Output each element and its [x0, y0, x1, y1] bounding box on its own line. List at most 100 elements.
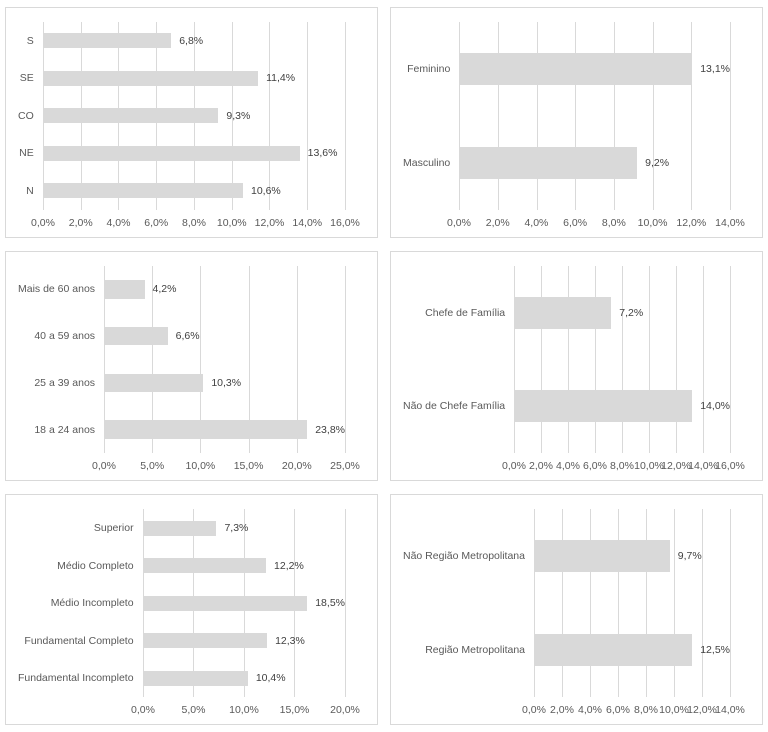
chart-area: S SE CO NE N 6,8% 11,4% 9,3% 13,6% 10,6%: [18, 22, 367, 210]
data-label: 13,1%: [700, 62, 730, 75]
category-label: Não Região Metropolitana: [403, 550, 525, 563]
gridline: [345, 22, 346, 210]
gridline: [730, 265, 731, 454]
gridline: [497, 22, 499, 210]
gridline: [613, 22, 615, 210]
tick-label: 15,0%: [233, 460, 264, 473]
data-label: 13,6%: [307, 147, 338, 160]
data-label: 9,3%: [226, 109, 251, 122]
category-label: Médio Incompleto: [50, 597, 134, 610]
chart-panel-household-head: Chefe de Família Não de Chefe Família 7,2…: [390, 250, 763, 482]
gridline: [649, 265, 651, 454]
gridline: [152, 265, 154, 454]
bar-row: 9,2%: [459, 116, 730, 210]
tick-label: 6,0%: [606, 704, 630, 716]
tick-label: 15,0%: [279, 704, 310, 716]
tick-label: 4,0%: [578, 704, 602, 716]
data-label: 6,8%: [179, 34, 204, 47]
bar-row: 7,2%: [514, 266, 730, 360]
data-label: 12,5%: [700, 644, 730, 657]
tick-label: 0,0%: [92, 460, 116, 473]
category-label: Chefe de Família: [425, 306, 506, 319]
category-label: Não de Chefe Família: [403, 400, 506, 413]
tick-label: 25,0%: [330, 460, 360, 473]
gridline: [296, 265, 298, 454]
category-label: N: [26, 184, 34, 197]
bar-row: 10,3%: [104, 360, 345, 407]
gridline: [345, 509, 346, 697]
bar-row: 23,8%: [104, 406, 345, 453]
category-label: 40 a 59 anos: [34, 330, 96, 343]
gridline: [345, 265, 346, 454]
tick-label: 6,0%: [583, 460, 607, 473]
bar-row: 9,7%: [534, 509, 730, 603]
gridline: [514, 265, 516, 454]
plot-area: 13,1% 9,2%: [459, 22, 731, 210]
gridline: [104, 265, 106, 454]
tick-label: 16,0%: [330, 216, 360, 229]
bar: [42, 108, 219, 124]
bar: [42, 33, 172, 49]
data-label: 9,7%: [677, 550, 702, 563]
tick-label: 20,0%: [281, 460, 312, 473]
tick-label: 5,0%: [181, 704, 206, 716]
gridline: [541, 265, 543, 454]
gridline: [618, 509, 619, 697]
chart-area: Chefe de Família Não de Chefe Família 7,2…: [403, 265, 752, 454]
tick-label: 2,0%: [550, 704, 574, 716]
chart-panel-education: Superior Médio Completo Médio Incompleto Fu…: [5, 494, 378, 725]
tick-label: 0,0%: [131, 704, 155, 716]
bar-row: 14,0%: [514, 360, 730, 454]
bar: [42, 70, 259, 86]
gridline: [269, 22, 271, 210]
tick-label: 10,0%: [216, 216, 247, 229]
bar: [534, 540, 670, 573]
chart-area: Não Região Metropolitana Região Metropoli…: [403, 509, 752, 697]
bar-row: 11,4%: [42, 60, 345, 98]
tick-label: 14,0%: [715, 704, 745, 716]
tick-label: 12,0%: [254, 216, 285, 229]
data-label: 11,4%: [266, 72, 296, 85]
gridline: [568, 265, 570, 454]
bar-row: 6,8%: [42, 22, 345, 60]
plot-area: 7,3% 12,2% 18,5% 12,3% 10,4%: [142, 509, 346, 697]
category-axis: Superior Médio Completo Médio Incompleto Fu…: [18, 509, 143, 697]
plot-area: 9,7% 12,5%: [534, 509, 731, 697]
category-label: 18 a 24 anos: [34, 423, 96, 436]
data-label: 7,2%: [619, 306, 644, 319]
data-label: 9,2%: [645, 156, 670, 169]
tick-label: 0,0%: [522, 704, 546, 716]
value-axis: 0,0% 5,0% 10,0% 15,0% 20,0%: [18, 704, 367, 718]
bar-row: 12,3%: [142, 622, 345, 660]
tick-label: 4,0%: [106, 216, 131, 229]
value-axis: 0,0% 2,0% 4,0% 6,0% 8,0% 10,0% 12,0% 14,0% 16,0%: [18, 217, 367, 231]
plot-area: 4,2% 6,6% 10,3% 23,8%: [104, 265, 346, 454]
category-label: S: [26, 34, 34, 47]
value-axis: 0,0% 2,0% 4,0% 6,0% 8,0% 10,0% 12,0% 14,0%: [403, 217, 752, 231]
bar-row: 9,3%: [42, 97, 345, 135]
gridline: [534, 509, 535, 697]
tick-label: 0,0%: [502, 460, 526, 473]
bar-row: 6,6%: [104, 313, 345, 360]
gridline: [730, 509, 731, 697]
chart-area: Mais de 60 anos 40 a 59 anos 25 a 39 anos 1…: [18, 265, 367, 454]
category-label: Região Metropolitana: [425, 644, 525, 657]
bar-row: 12,5%: [534, 603, 730, 697]
tick-label: 6,0%: [144, 216, 169, 229]
gridline: [595, 265, 597, 454]
data-label: 12,2%: [274, 559, 304, 572]
gridline: [730, 22, 731, 210]
category-label: Feminino: [407, 62, 451, 75]
data-label: 18,5%: [315, 597, 345, 610]
gridline: [702, 509, 703, 697]
tick-label: 10,0%: [659, 704, 689, 716]
category-label: 25 a 39 anos: [34, 376, 96, 389]
data-label: 6,6%: [175, 330, 200, 343]
data-label: 10,6%: [250, 184, 281, 197]
category-label: Fundamental Completo: [24, 634, 134, 647]
category-axis: Não Região Metropolitana Região Metropoli…: [403, 509, 534, 697]
bar: [104, 326, 168, 346]
bar: [534, 634, 693, 667]
tick-labels: 0,0% 5,0% 10,0% 15,0% 20,0% 25,0%: [92, 460, 360, 474]
